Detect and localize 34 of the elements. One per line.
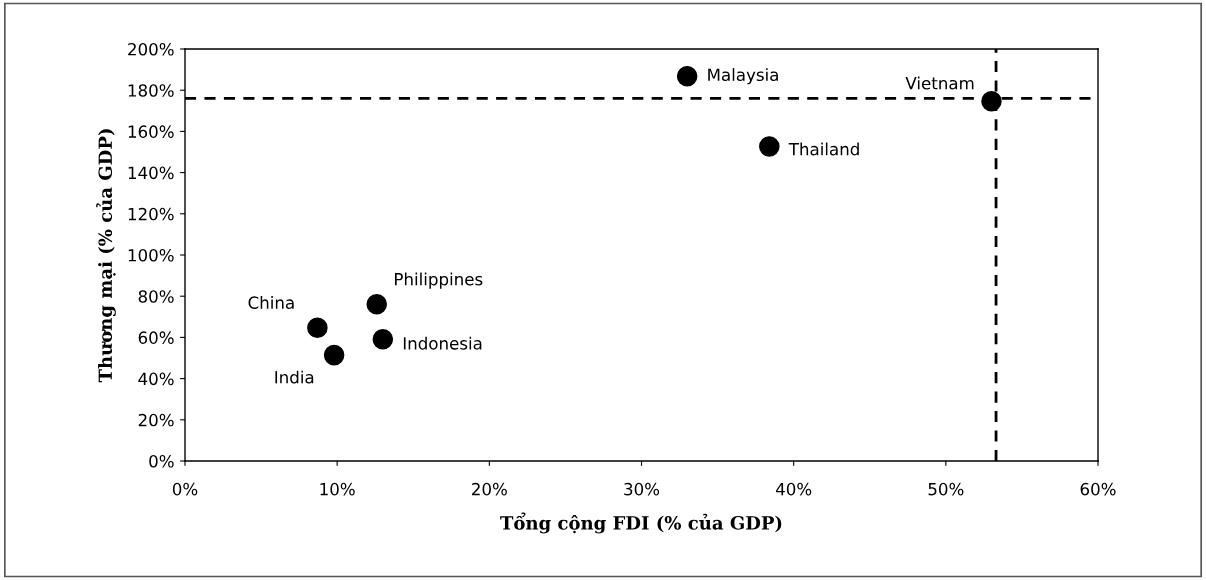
y-tick-label: 40% [138,372,174,386]
y-tick-label: 20% [138,413,174,427]
x-tick-label: 30% [624,482,660,496]
point [759,136,780,157]
x-tick-label: 40% [775,482,812,496]
point [676,65,698,87]
x-tick-label: 50% [928,482,964,496]
x-tick-label: 20% [472,482,507,496]
y-tick-label: 180% [128,84,174,97]
x-tick-label: 10% [320,482,355,496]
y-tick-label: 60% [138,331,174,344]
x-tick-label: 0% [172,482,198,496]
point [981,91,1002,112]
annotation: India [275,370,314,384]
annotation: Philippines [395,272,483,289]
point [372,328,394,350]
annotation: Vietnam [905,76,974,90]
annotation: Indonesia [403,336,482,350]
y-tick-label: 140% [128,166,174,180]
annotation: Malaysia [708,68,778,85]
y-axis-title: Thương mại (% của GDP) [96,129,116,383]
y-tick-label: 200% [128,42,174,56]
x-tick-label: 60% [1080,482,1116,496]
point [366,293,387,315]
annotation: China [248,296,294,309]
annotation: Thailand [788,142,859,156]
point [323,344,345,366]
y-tick-label: 160% [128,125,174,138]
y-tick-label: 80% [138,290,174,303]
y-tick-label: 0% [149,454,174,468]
y-tick-label: 100% [128,248,174,262]
point [307,317,328,338]
x-axis-title: Tổng cộng FDI (% của GDP) [500,512,782,534]
y-tick-label: 120% [128,207,174,221]
